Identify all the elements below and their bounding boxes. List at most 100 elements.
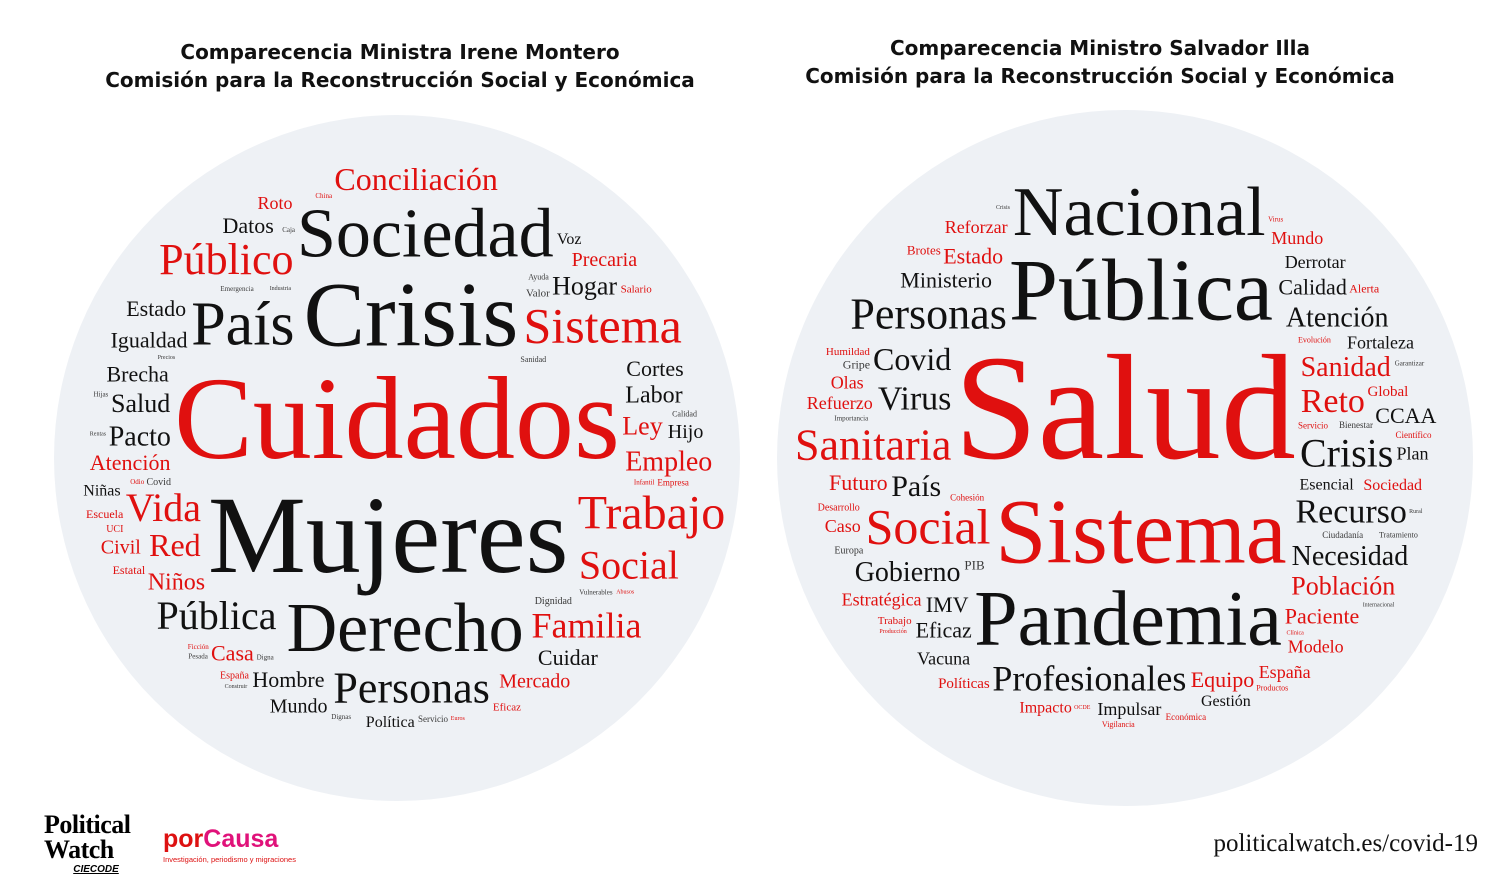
- cloud-word-left: Niñas: [83, 483, 120, 500]
- cloud-word-left: Escuela: [86, 507, 124, 521]
- cloud-word-right: Población: [1291, 571, 1395, 600]
- political-watch-logo: Political Watch CIECODE: [44, 812, 154, 876]
- cloud-word-right: Productos: [1256, 684, 1288, 693]
- cloud-word-left: Cuidar: [538, 645, 599, 670]
- cloud-word-left: Labor: [625, 383, 682, 409]
- cloud-word-right: Tratamiento: [1379, 531, 1418, 540]
- cloud-word-left: Hijo: [668, 421, 704, 443]
- cloud-word-left: País: [191, 290, 294, 358]
- cloud-word-left: Salud: [111, 389, 170, 418]
- cloud-word-left: Hombre: [252, 667, 324, 692]
- cloud-word-right: Esencial: [1300, 476, 1355, 493]
- cloud-word-right: Reforzar: [945, 217, 1008, 237]
- cloud-word-left: Datos: [223, 213, 274, 238]
- title-left: Comparecencia Ministra Irene Montero Com…: [40, 38, 760, 94]
- cloud-word-right: Vacuna: [917, 649, 970, 669]
- cloud-word-right: Impacto: [1019, 699, 1071, 716]
- cloud-word-left: Estado: [126, 296, 186, 321]
- cloud-word-right: Brotes: [907, 242, 941, 257]
- cloud-word-left: Rentas: [90, 431, 107, 437]
- cloud-word-left: Calidad: [672, 409, 697, 418]
- cloud-word-right: Importancia: [834, 414, 869, 422]
- cloud-word-right: Sociedad: [1363, 477, 1422, 494]
- cloud-word-right: CCAA: [1375, 403, 1436, 428]
- cloud-word-right: Europa: [834, 545, 863, 556]
- cloud-word-right: Alerta: [1349, 281, 1380, 295]
- cloud-word-left: Trabajo: [578, 486, 726, 539]
- cloud-word-right: Mundo: [1271, 228, 1323, 248]
- cloud-word-left: Ley: [622, 411, 662, 440]
- cloud-word-right: Refuerzo: [807, 393, 873, 413]
- cloud-word-left: Política: [366, 714, 415, 731]
- cloud-word-right: Sanidad: [1301, 352, 1391, 383]
- cloud-word-right: Necesidad: [1292, 541, 1409, 572]
- cloud-word-left: China: [315, 192, 333, 200]
- cloud-word-left: Hogar: [552, 272, 617, 301]
- cloud-word-right: Virus: [878, 381, 952, 418]
- cloud-word-left: Voz: [557, 231, 582, 248]
- ciecode-label: CIECODE: [73, 864, 119, 875]
- cloud-word-left: Valor: [526, 288, 550, 300]
- cloud-word-right: Pandemia: [974, 575, 1282, 662]
- cloud-word-left: Cortes: [626, 356, 683, 381]
- cloud-word-right: Olas: [831, 372, 864, 392]
- cloud-word-left: Vulnerables: [579, 589, 613, 597]
- cloud-word-right: Gobierno: [855, 557, 961, 588]
- cloud-word-right: Producción: [879, 629, 906, 635]
- cloud-word-right: Atención: [1286, 302, 1389, 333]
- cloud-word-left: Sistema: [524, 298, 682, 354]
- cloud-background-right: [777, 110, 1473, 806]
- cloud-word-right: Estado: [943, 244, 1003, 269]
- cloud-word-right: Derrotar: [1285, 252, 1346, 272]
- cloud-word-left: Red: [149, 527, 201, 563]
- cloud-word-right: Equipo: [1191, 667, 1255, 692]
- cloud-word-right: Vigilancia: [1102, 720, 1135, 729]
- cloud-word-left: Infantil: [634, 478, 655, 486]
- cloud-word-left: Pacto: [109, 421, 171, 452]
- cloud-word-left: Digna: [257, 653, 275, 661]
- cloud-word-right: Desarrollo: [818, 503, 860, 514]
- cloud-word-right: Caso: [825, 516, 861, 536]
- title-left-line2: Comisión para la Reconstrucción Social y…: [105, 68, 695, 92]
- cloud-word-left: Pública: [157, 593, 277, 638]
- cloud-word-right: Fortaleza: [1347, 332, 1414, 352]
- cloud-word-left: Público: [159, 235, 293, 284]
- cloud-word-left: Dignas: [331, 713, 351, 721]
- cloud-word-right: Gestión: [1201, 693, 1251, 710]
- cloud-word-right: Reto: [1301, 383, 1365, 420]
- cloud-word-left: Abusos: [616, 590, 635, 596]
- cloud-word-left: Mundo: [270, 696, 328, 718]
- cloud-word-left: Social: [579, 543, 679, 588]
- cloud-word-left: Casa: [211, 641, 254, 666]
- cloud-word-right: Plan: [1397, 443, 1429, 463]
- cloud-word-left: Roto: [258, 193, 293, 213]
- cloud-word-left: Precios: [158, 355, 176, 361]
- cloud-word-left: Emergencia: [220, 285, 254, 293]
- cloud-word-right: Virus: [1268, 216, 1283, 224]
- cloud-word-left: Sociedad: [297, 196, 554, 273]
- cloud-word-right: Crisis: [1300, 431, 1393, 476]
- cloud-word-right: Salud: [954, 325, 1296, 491]
- cloud-word-left: Ayuda: [528, 273, 549, 282]
- cloud-word-left: Niños: [148, 569, 205, 595]
- cloud-word-left: Brecha: [107, 362, 170, 387]
- cloud-word-right: Sistema: [995, 481, 1286, 583]
- cloud-word-right: Servicio: [1298, 420, 1328, 430]
- cloud-word-left: Industria: [270, 286, 292, 292]
- political-watch-logo-line1: Political: [44, 810, 131, 839]
- cloud-word-left: Servicio: [418, 714, 448, 724]
- cloud-word-left: Civil: [101, 536, 141, 558]
- cloud-word-left: Odio: [130, 478, 145, 486]
- cloud-word-right: Social: [866, 498, 991, 554]
- title-right-line1: Comparecencia Ministro Salvador Illa: [889, 36, 1311, 60]
- cloud-word-left: Ficción: [188, 643, 209, 651]
- cloud-background-left: [54, 115, 740, 801]
- footer-url[interactable]: politicalwatch.es/covid-19: [1213, 830, 1478, 857]
- cloud-word-right: Personas: [850, 289, 1006, 338]
- cloud-word-left: Crisis: [304, 263, 519, 365]
- cloud-word-left: Sanidad: [520, 355, 546, 364]
- cloud-word-left: Eficaz: [493, 701, 521, 713]
- title-right-line2: Comisión para la Reconstrucción Social y…: [805, 64, 1395, 88]
- cloud-word-right: Rural: [1409, 509, 1423, 515]
